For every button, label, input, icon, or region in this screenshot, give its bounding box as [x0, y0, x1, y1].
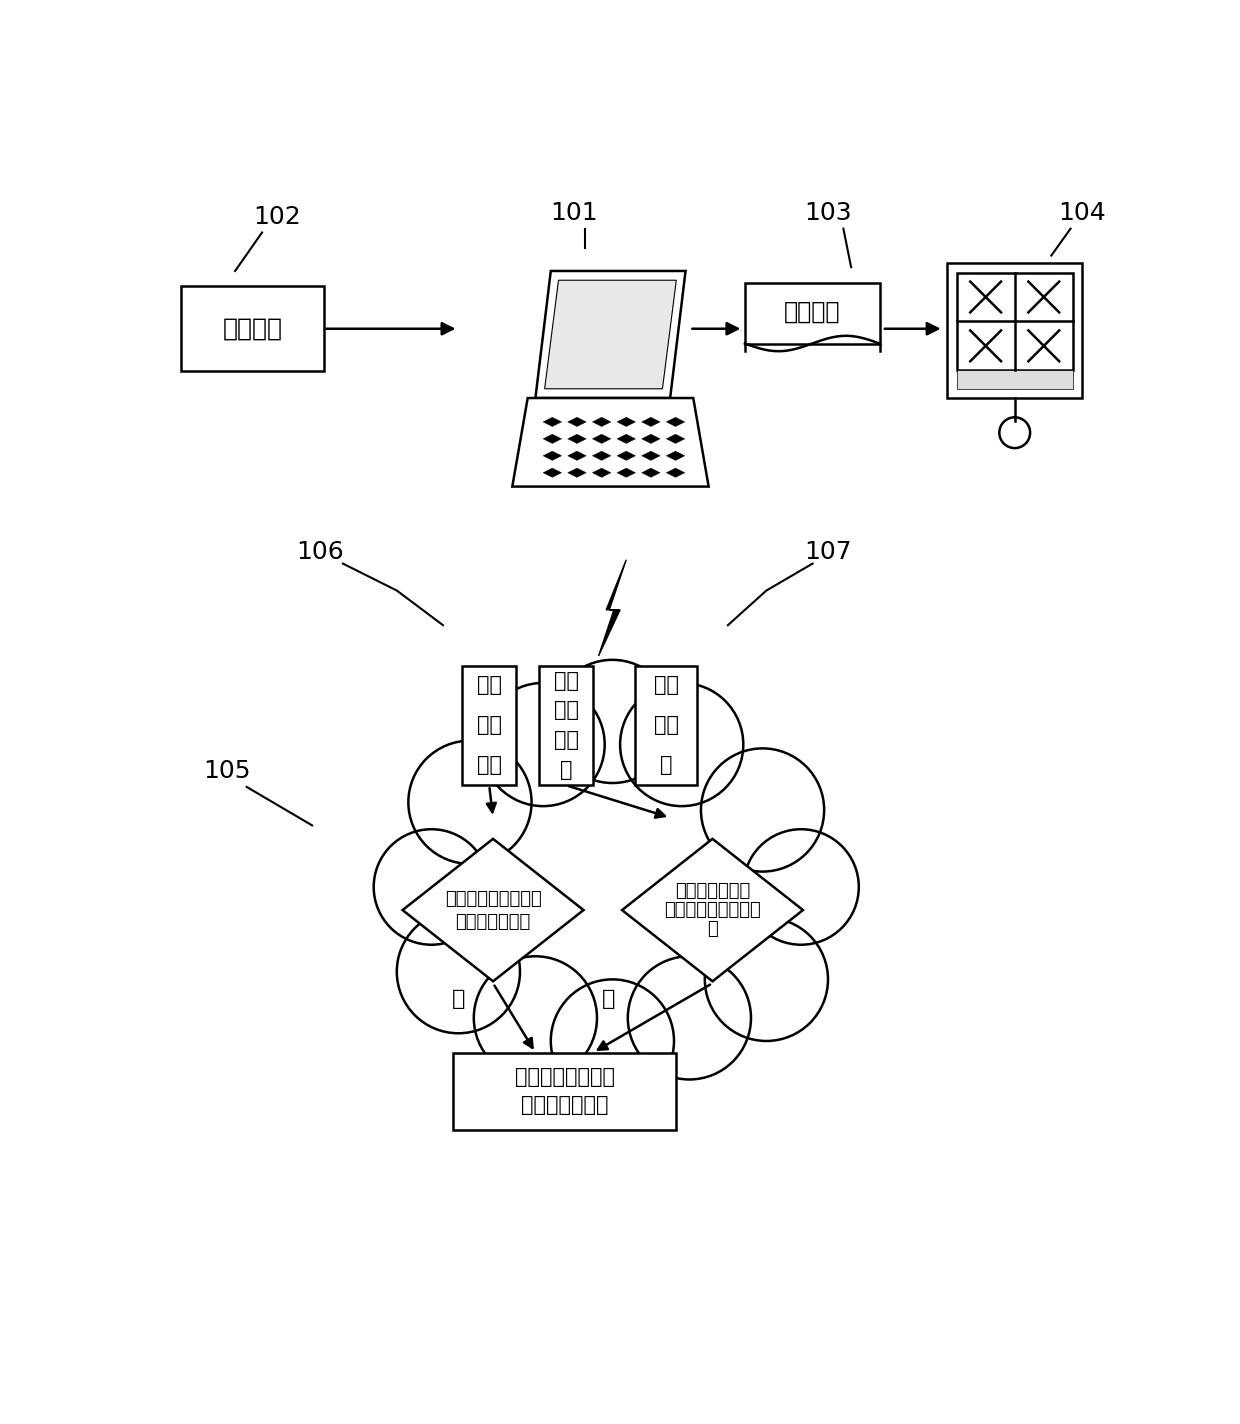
Polygon shape: [641, 468, 660, 477]
Text: 101: 101: [551, 201, 598, 225]
Polygon shape: [568, 468, 587, 477]
Text: 确定人脸置信度: 确定人脸置信度: [675, 881, 750, 900]
Circle shape: [701, 749, 825, 871]
Circle shape: [743, 829, 859, 944]
Bar: [181, 286, 324, 372]
Circle shape: [551, 659, 675, 783]
Polygon shape: [543, 468, 562, 477]
Text: 信息是否满足预设条: 信息是否满足预设条: [665, 901, 761, 918]
Polygon shape: [543, 417, 562, 427]
Circle shape: [704, 918, 828, 1041]
Polygon shape: [618, 468, 635, 477]
Text: 目标图像: 目标图像: [222, 316, 283, 340]
Polygon shape: [543, 451, 562, 460]
Polygon shape: [618, 451, 635, 460]
Text: 否满足预设条件: 否满足预设条件: [455, 913, 531, 931]
Text: 信息: 信息: [476, 755, 502, 775]
Polygon shape: [568, 434, 587, 443]
Circle shape: [474, 957, 596, 1079]
Text: 104: 104: [1058, 201, 1106, 225]
Text: 确定与特征点信息: 确定与特征点信息: [515, 1067, 615, 1087]
Polygon shape: [536, 271, 686, 399]
Polygon shape: [512, 399, 708, 487]
Circle shape: [481, 684, 605, 806]
Bar: [745, 282, 879, 343]
Polygon shape: [593, 451, 611, 460]
Polygon shape: [599, 560, 626, 656]
Text: 确定人脸位置信息是: 确定人脸位置信息是: [445, 890, 542, 907]
Text: 是: 是: [601, 988, 615, 1008]
Bar: [956, 272, 1073, 370]
Text: 息: 息: [560, 760, 573, 780]
Polygon shape: [666, 417, 684, 427]
Circle shape: [627, 957, 751, 1079]
Polygon shape: [593, 468, 611, 477]
Text: 人脸: 人脸: [554, 671, 579, 691]
Bar: [947, 263, 1083, 399]
Text: 点信: 点信: [653, 715, 678, 735]
Text: 件: 件: [707, 920, 718, 938]
Polygon shape: [618, 417, 635, 427]
Polygon shape: [618, 434, 635, 443]
Text: 是: 是: [451, 988, 465, 1008]
Polygon shape: [544, 281, 676, 389]
Polygon shape: [666, 468, 684, 477]
Bar: [463, 665, 516, 785]
Text: 度信: 度信: [554, 731, 579, 750]
Polygon shape: [641, 434, 660, 443]
Text: 特征: 特征: [653, 675, 678, 695]
Text: 106: 106: [296, 540, 343, 564]
Text: 102: 102: [253, 205, 301, 229]
Text: 107: 107: [805, 540, 852, 564]
Circle shape: [620, 684, 743, 806]
Text: 人脸: 人脸: [476, 675, 502, 695]
Bar: [539, 665, 593, 785]
Text: 置信: 置信: [554, 701, 579, 721]
Polygon shape: [543, 434, 562, 443]
Polygon shape: [593, 417, 611, 427]
Text: 对应的展示信息: 对应的展示信息: [521, 1095, 609, 1115]
Circle shape: [551, 980, 675, 1102]
Polygon shape: [568, 451, 587, 460]
Bar: [453, 1052, 676, 1129]
Text: 息: 息: [660, 755, 672, 775]
Polygon shape: [622, 839, 804, 981]
Polygon shape: [568, 417, 587, 427]
Polygon shape: [641, 417, 660, 427]
Bar: [956, 370, 1073, 389]
Polygon shape: [403, 839, 584, 981]
Polygon shape: [641, 451, 660, 460]
Circle shape: [397, 910, 520, 1034]
Text: 展示信息: 展示信息: [784, 300, 841, 325]
Polygon shape: [666, 434, 684, 443]
Text: 105: 105: [203, 759, 252, 783]
Polygon shape: [593, 434, 611, 443]
Text: 位置: 位置: [476, 715, 502, 735]
Circle shape: [408, 740, 532, 864]
Text: 103: 103: [805, 201, 852, 225]
Bar: [635, 665, 697, 785]
Polygon shape: [666, 451, 684, 460]
Circle shape: [373, 829, 490, 944]
